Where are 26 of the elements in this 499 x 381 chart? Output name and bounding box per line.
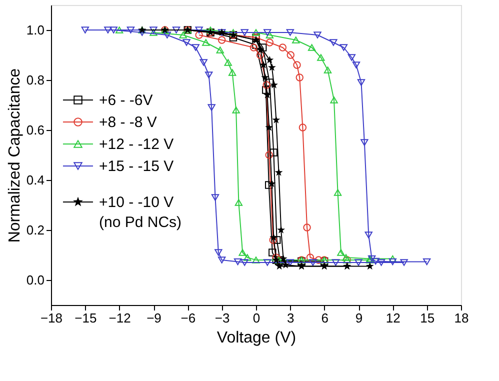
y-tick-label: 1.0 — [26, 22, 44, 38]
x-tick-label: −9 — [146, 310, 162, 326]
legend-label: +10 - -10 V (no Pd NCs) — [99, 194, 182, 231]
legend-label: +12 - -12 V — [99, 136, 174, 153]
y-tick-label: 0.4 — [26, 172, 44, 188]
x-tick-label: −6 — [180, 310, 196, 326]
legend-label: +15 - -15 V — [99, 158, 174, 175]
x-axis-title: Voltage (V) — [216, 330, 296, 346]
y-tick-label: 0.8 — [26, 72, 44, 88]
legend-label: +6 - -6V — [99, 92, 153, 109]
x-tick-label: 9 — [355, 310, 363, 326]
y-tick-label: 0.6 — [26, 122, 44, 138]
x-tick-label: 18 — [454, 310, 469, 326]
x-tick-label: −3 — [214, 310, 230, 326]
x-tick-label: −12 — [108, 310, 131, 326]
x-tick-label: 15 — [420, 310, 435, 326]
y-axis-title: Normalized Capacitance — [6, 68, 24, 243]
x-tick-label: 12 — [386, 310, 400, 326]
y-tick-label: 0.2 — [26, 222, 44, 238]
x-tick-label: 3 — [287, 310, 294, 326]
x-tick-label: −15 — [74, 310, 97, 326]
x-tick-label: 6 — [321, 310, 328, 326]
legend-label: +8 - -8 V — [99, 114, 157, 131]
x-tick-label: −18 — [40, 310, 63, 326]
y-tick-label: 0.0 — [26, 272, 44, 288]
x-tick-label: 0 — [252, 310, 260, 326]
